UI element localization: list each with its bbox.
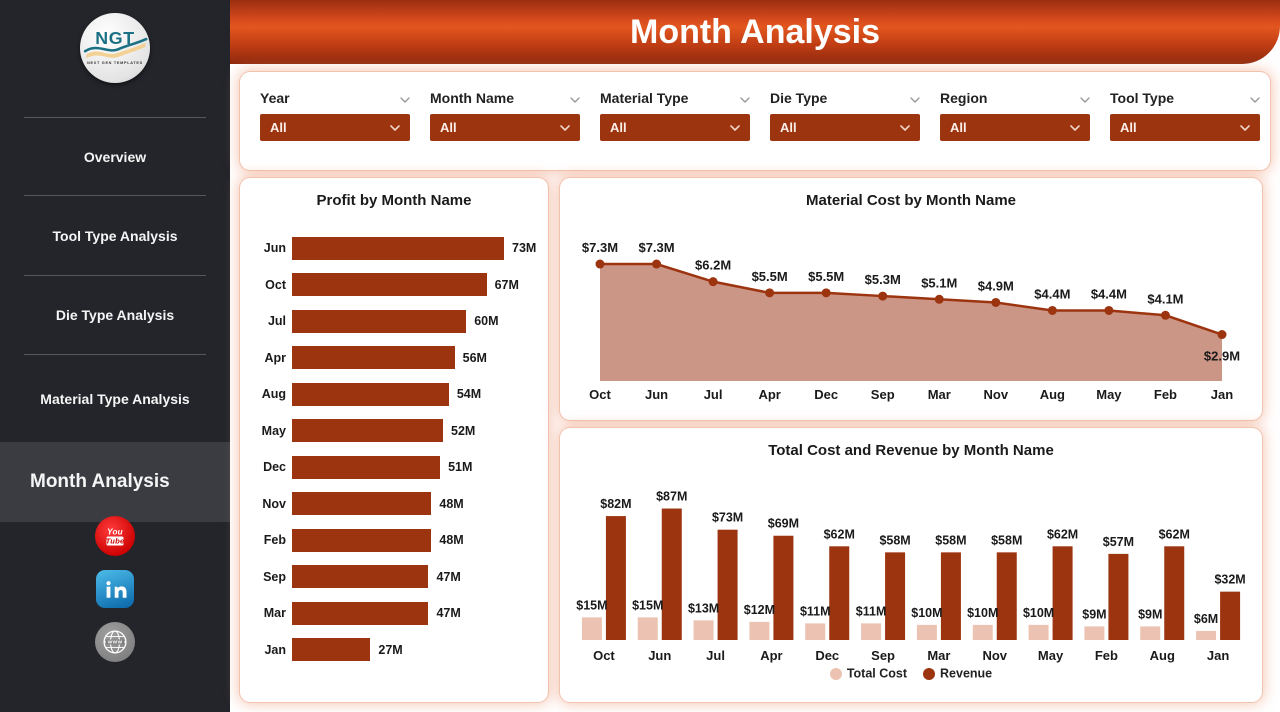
svg-text:$10M: $10M <box>967 606 998 620</box>
svg-text:Mar: Mar <box>927 648 950 663</box>
svg-text:Jul: Jul <box>704 387 723 402</box>
svg-text:$7.3M: $7.3M <box>638 240 674 255</box>
svg-text:$62M: $62M <box>1047 527 1078 541</box>
svg-text:$58M: $58M <box>991 533 1022 547</box>
svg-text:$57M: $57M <box>1103 535 1134 549</box>
svg-text:Apr: Apr <box>758 387 780 402</box>
svg-text:$69M: $69M <box>768 517 799 531</box>
svg-text:$4.9M: $4.9M <box>978 278 1014 293</box>
svg-text:$13M: $13M <box>688 601 719 615</box>
svg-text:$11M: $11M <box>800 604 831 618</box>
svg-text:Feb: Feb <box>1095 648 1118 663</box>
svg-text:Aug: Aug <box>1150 648 1175 663</box>
svg-text:Jan: Jan <box>1207 648 1229 663</box>
svg-text:$10M: $10M <box>911 606 942 620</box>
svg-text:WWW: WWW <box>108 639 123 645</box>
svg-text:$9M: $9M <box>1082 607 1106 621</box>
svg-text:Dec: Dec <box>815 648 839 663</box>
svg-text:Nov: Nov <box>982 648 1007 663</box>
svg-text:$7.3M: $7.3M <box>582 240 618 255</box>
svg-text:$82M: $82M <box>600 497 631 511</box>
svg-text:NGT: NGT <box>95 28 134 48</box>
svg-text:May: May <box>1038 648 1064 663</box>
svg-text:$12M: $12M <box>744 603 775 617</box>
svg-text:$87M: $87M <box>656 490 687 504</box>
svg-text:$32M: $32M <box>1214 573 1245 587</box>
svg-text:Dec: Dec <box>814 387 838 402</box>
svg-text:Jun: Jun <box>648 648 671 663</box>
svg-text:Apr: Apr <box>760 648 782 663</box>
svg-text:Oct: Oct <box>589 387 611 402</box>
svg-text:$2.9M: $2.9M <box>1204 349 1240 364</box>
svg-text:$62M: $62M <box>1159 527 1190 541</box>
svg-text:May: May <box>1096 387 1122 402</box>
svg-text:$6.2M: $6.2M <box>695 258 731 273</box>
svg-text:$4.4M: $4.4M <box>1091 286 1127 301</box>
svg-text:$58M: $58M <box>935 533 966 547</box>
svg-text:NEXT GEN TEMPLATES: NEXT GEN TEMPLATES <box>87 61 143 65</box>
svg-text:$5.3M: $5.3M <box>865 272 901 287</box>
svg-text:$6M: $6M <box>1194 612 1218 626</box>
svg-text:$73M: $73M <box>712 511 743 525</box>
svg-text:Tube: Tube <box>106 537 125 546</box>
svg-text:$5.1M: $5.1M <box>921 275 957 290</box>
svg-text:$5.5M: $5.5M <box>808 269 844 284</box>
svg-text:$11M: $11M <box>856 604 887 618</box>
svg-text:$15M: $15M <box>576 598 607 612</box>
svg-text:Sep: Sep <box>871 387 895 402</box>
svg-text:Nov: Nov <box>984 387 1009 402</box>
svg-text:Sep: Sep <box>871 648 895 663</box>
svg-text:$4.1M: $4.1M <box>1147 291 1183 306</box>
svg-text:Feb: Feb <box>1154 387 1177 402</box>
svg-text:$9M: $9M <box>1138 607 1162 621</box>
svg-text:$15M: $15M <box>632 598 663 612</box>
svg-text:$62M: $62M <box>824 527 855 541</box>
svg-text:$10M: $10M <box>1023 606 1054 620</box>
svg-text:$4.4M: $4.4M <box>1034 286 1070 301</box>
svg-text:Aug: Aug <box>1040 387 1065 402</box>
svg-text:Jul: Jul <box>706 648 725 663</box>
svg-text:Jan: Jan <box>1211 387 1233 402</box>
svg-text:Oct: Oct <box>593 648 615 663</box>
svg-text:Jun: Jun <box>645 387 668 402</box>
svg-text:$5.5M: $5.5M <box>752 269 788 284</box>
svg-text:You: You <box>107 528 123 537</box>
svg-text:$58M: $58M <box>879 533 910 547</box>
svg-text:Mar: Mar <box>928 387 951 402</box>
